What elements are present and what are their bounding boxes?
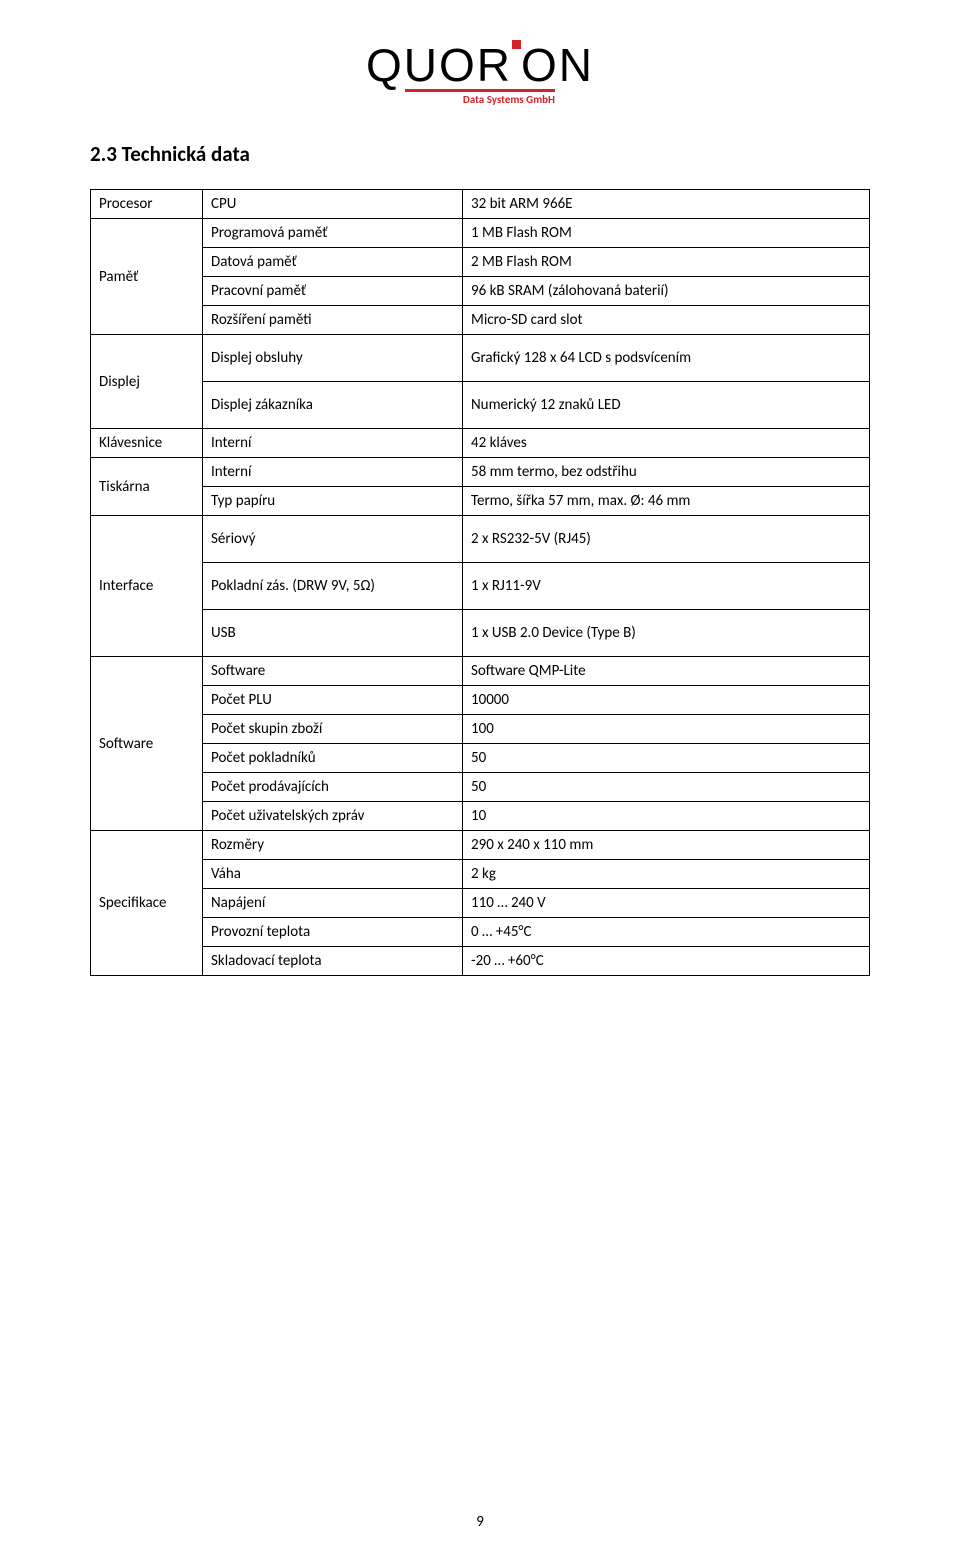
spec-value: 96 kB SRAM (zálohovaná baterií) <box>463 277 870 306</box>
table-row: Napájení110 … 240 V <box>91 889 870 918</box>
spec-key: Počet prodávajících <box>203 773 463 802</box>
spec-key: Váha <box>203 860 463 889</box>
group-label: Displej <box>91 335 203 429</box>
spec-key: CPU <box>203 190 463 219</box>
table-row: Váha2 kg <box>91 860 870 889</box>
spec-value: 2 x RS232-5V (RJ45) <box>463 516 870 563</box>
spec-key: USB <box>203 610 463 657</box>
spec-key: Datová paměť <box>203 248 463 277</box>
spec-key: Napájení <box>203 889 463 918</box>
table-row: Počet prodávajících50 <box>91 773 870 802</box>
spec-value: 1 x RJ11-9V <box>463 563 870 610</box>
spec-key: Skladovací teplota <box>203 947 463 976</box>
spec-value: Micro-SD card slot <box>463 306 870 335</box>
table-row: ProcesorCPU32 bit ARM 966E <box>91 190 870 219</box>
logo-dot-icon <box>512 40 521 49</box>
section-title: 2.3 Technická data <box>90 141 870 167</box>
spec-value: 58 mm termo, bez odstřihu <box>463 458 870 487</box>
table-row: Provozní teplota 0 … +45°C <box>91 918 870 947</box>
spec-key: Počet PLU <box>203 686 463 715</box>
table-row: DisplejDisplej obsluhyGrafický 128 x 64 … <box>91 335 870 382</box>
spec-key: Počet pokladníků <box>203 744 463 773</box>
spec-value: 2 MB Flash ROM <box>463 248 870 277</box>
spec-key: Programová paměť <box>203 219 463 248</box>
table-row: PaměťProgramová paměť1 MB Flash ROM <box>91 219 870 248</box>
table-row: Počet skupin zboží100 <box>91 715 870 744</box>
spec-value: 10000 <box>463 686 870 715</box>
spec-value: Termo, šířka 57 mm, max. Ø: 46 mm <box>463 487 870 516</box>
table-row: Typ papíruTermo, šířka 57 mm, max. Ø: 46… <box>91 487 870 516</box>
table-row: Displej zákazníkaNumerický 12 znaků LED <box>91 382 870 429</box>
spec-key: Displej obsluhy <box>203 335 463 382</box>
spec-value: 10 <box>463 802 870 831</box>
spec-key: Displej zákazníka <box>203 382 463 429</box>
table-row: USB1 x USB 2.0 Device (Type B) <box>91 610 870 657</box>
spec-key: Software <box>203 657 463 686</box>
table-row: TiskárnaInterní58 mm termo, bez odstřihu <box>91 458 870 487</box>
spec-key: Interní <box>203 429 463 458</box>
spec-key: Typ papíru <box>203 487 463 516</box>
spec-value: Numerický 12 znaků LED <box>463 382 870 429</box>
logo: QUORON Data Systems GmbH <box>90 40 870 107</box>
table-row: Pracovní paměť96 kB SRAM (zálohovaná bat… <box>91 277 870 306</box>
spec-value: 1 x USB 2.0 Device (Type B) <box>463 610 870 657</box>
group-label: Paměť <box>91 219 203 335</box>
logo-subtitle: Data Systems GmbH <box>463 93 555 106</box>
table-row: Počet uživatelských zpráv10 <box>91 802 870 831</box>
table-row: Počet PLU10000 <box>91 686 870 715</box>
spec-key: Pokladní zás. (DRW 9V, 5Ω) <box>203 563 463 610</box>
spec-value: 100 <box>463 715 870 744</box>
spec-value: 110 … 240 V <box>463 889 870 918</box>
group-label: Klávesnice <box>91 429 203 458</box>
group-label: Specifikace <box>91 831 203 976</box>
table-row: Počet pokladníků50 <box>91 744 870 773</box>
spec-value: 50 <box>463 744 870 773</box>
spec-table: ProcesorCPU32 bit ARM 966EPaměťProgramov… <box>90 189 870 976</box>
spec-key: Pracovní paměť <box>203 277 463 306</box>
table-row: KlávesniceInterní42 kláves <box>91 429 870 458</box>
spec-value: -20 … +60°C <box>463 947 870 976</box>
spec-value: 50 <box>463 773 870 802</box>
spec-value: 1 MB Flash ROM <box>463 219 870 248</box>
table-row: InterfaceSériový2 x RS232-5V (RJ45) <box>91 516 870 563</box>
spec-value: 42 kláves <box>463 429 870 458</box>
group-label: Tiskárna <box>91 458 203 516</box>
page-number: 9 <box>0 1513 960 1531</box>
spec-key: Sériový <box>203 516 463 563</box>
spec-value: 290 x 240 x 110 mm <box>463 831 870 860</box>
spec-value: 0 … +45°C <box>463 918 870 947</box>
spec-key: Rozměry <box>203 831 463 860</box>
group-label: Interface <box>91 516 203 657</box>
group-label: Procesor <box>91 190 203 219</box>
spec-key: Interní <box>203 458 463 487</box>
spec-key: Provozní teplota <box>203 918 463 947</box>
spec-value: 2 kg <box>463 860 870 889</box>
table-row: SpecifikaceRozměry290 x 240 x 110 mm <box>91 831 870 860</box>
table-row: Skladovací teplota-20 … +60°C <box>91 947 870 976</box>
spec-value: 32 bit ARM 966E <box>463 190 870 219</box>
logo-part1: QUOR <box>366 39 512 91</box>
table-row: Rozšíření pamětiMicro-SD card slot <box>91 306 870 335</box>
logo-part2: ON <box>521 39 594 91</box>
spec-key: Počet uživatelských zpráv <box>203 802 463 831</box>
spec-value: Grafický 128 x 64 LCD s podsvícením <box>463 335 870 382</box>
logo-text: QUORON <box>90 40 870 88</box>
spec-key: Rozšíření paměti <box>203 306 463 335</box>
table-row: Datová paměť2 MB Flash ROM <box>91 248 870 277</box>
spec-key: Počet skupin zboží <box>203 715 463 744</box>
spec-value: Software QMP-Lite <box>463 657 870 686</box>
group-label: Software <box>91 657 203 831</box>
logo-underline: Data Systems GmbH <box>405 89 555 107</box>
table-row: Pokladní zás. (DRW 9V, 5Ω)1 x RJ11-9V <box>91 563 870 610</box>
table-row: SoftwareSoftwareSoftware QMP-Lite <box>91 657 870 686</box>
